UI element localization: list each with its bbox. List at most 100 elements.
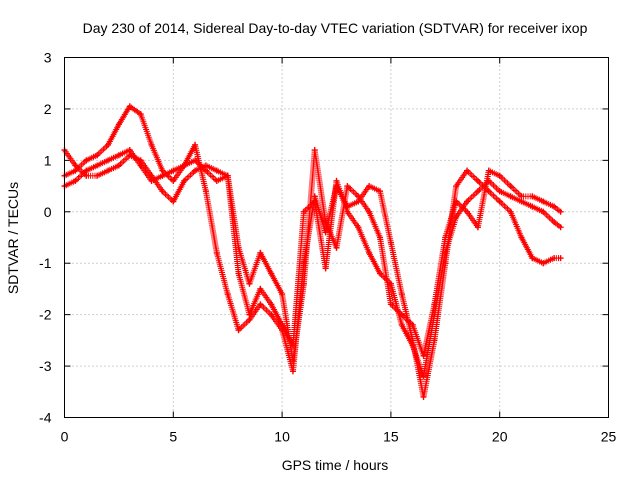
data-point (170, 198, 177, 205)
data-point (94, 152, 101, 159)
data-point (279, 321, 286, 328)
data-point (170, 177, 177, 184)
data-point (398, 311, 405, 318)
y-tick-label: 1 (44, 152, 52, 168)
data-point (159, 167, 166, 174)
data-point (311, 147, 318, 154)
data-point (507, 208, 514, 215)
data-point (148, 141, 155, 148)
data-point (344, 183, 351, 190)
data-point (557, 208, 564, 215)
data-point (366, 249, 373, 256)
data-point (529, 203, 536, 210)
data-point (72, 167, 79, 174)
data-point (377, 188, 384, 195)
data-point (453, 183, 460, 190)
data-point (72, 162, 79, 169)
data-point (246, 316, 253, 323)
data-point (442, 234, 449, 241)
data-point (322, 219, 329, 226)
data-point (192, 141, 199, 148)
data-point (235, 270, 242, 277)
data-point (115, 121, 122, 128)
data-point (420, 352, 427, 359)
data-point (202, 167, 209, 174)
data-point (518, 234, 525, 241)
x-tick-label: 0 (61, 429, 69, 445)
data-point (257, 249, 264, 256)
y-tick-label: 3 (44, 50, 52, 66)
data-point (551, 203, 558, 210)
data-point (224, 172, 231, 179)
data-point (170, 167, 177, 174)
data-point (126, 147, 133, 154)
grid-lines (64, 57, 609, 418)
data-point (192, 167, 199, 174)
data-point (213, 249, 220, 256)
data-point (202, 162, 209, 169)
data-point (235, 327, 242, 334)
data-point (300, 280, 307, 287)
data-point (529, 255, 536, 262)
data-point (557, 224, 564, 231)
data-point (377, 270, 384, 277)
data-point (246, 280, 253, 287)
data-point (268, 270, 275, 277)
data-point (557, 255, 564, 262)
data-point (115, 152, 122, 159)
data-point (474, 224, 481, 231)
data-point (268, 301, 275, 308)
data-point (398, 321, 405, 328)
data-point (289, 368, 296, 375)
data-point (377, 234, 384, 241)
axis-tick-labels: 0 5 10 15 20 25 -4 -3 -2 -1 0 1 2 3 (39, 50, 616, 445)
data-point (474, 177, 481, 184)
data-point (213, 167, 220, 174)
data-point (257, 285, 264, 292)
chart-title: Day 230 of 2014, Sidereal Day-to-day VTE… (83, 20, 588, 36)
data-point (485, 188, 492, 195)
data-point (529, 193, 536, 200)
data-point (72, 177, 79, 184)
data-point (551, 219, 558, 226)
data-point (518, 193, 525, 200)
y-axis-label: SDTVAR / TECUs (5, 182, 21, 294)
data-point (496, 198, 503, 205)
data-point (279, 291, 286, 298)
data-point (115, 162, 122, 169)
data-point (551, 255, 558, 262)
x-tick-label: 5 (169, 429, 177, 445)
data-point (257, 301, 264, 308)
data-point (453, 198, 460, 205)
data-point (387, 239, 394, 246)
data-point (300, 208, 307, 215)
data-point (420, 373, 427, 380)
x-tick-label: 10 (274, 429, 290, 445)
data-point (126, 152, 133, 159)
data-point (507, 183, 514, 190)
data-point (105, 141, 112, 148)
data-point (431, 301, 438, 308)
plot-frame (64, 57, 609, 418)
data-point (148, 172, 155, 179)
data-point (387, 301, 394, 308)
data-point (540, 198, 547, 205)
data-point (268, 311, 275, 318)
x-tick-label: 20 (492, 429, 508, 445)
y-tick-label: -1 (39, 255, 52, 271)
data-point (496, 188, 503, 195)
y-tick-label: 0 (44, 204, 52, 220)
data-point (464, 198, 471, 205)
data-point (322, 265, 329, 272)
data-point (159, 188, 166, 195)
data-point (464, 167, 471, 174)
data-point (409, 342, 416, 349)
data-point (94, 162, 101, 169)
data-point (474, 188, 481, 195)
data-point (387, 280, 394, 287)
data-point (420, 393, 427, 400)
data-point (105, 167, 112, 174)
data-point (159, 172, 166, 179)
